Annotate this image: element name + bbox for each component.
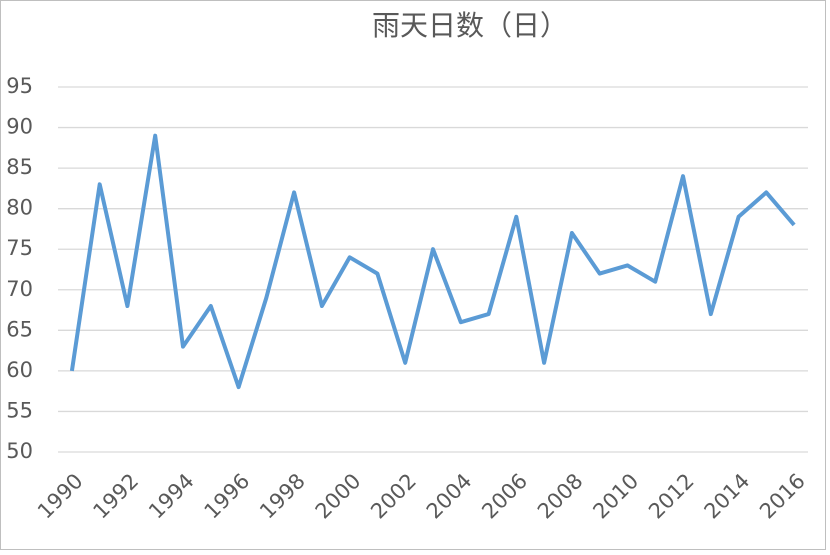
y-tick-label: 65 [6,317,33,341]
y-tick-label: 90 [6,115,33,139]
y-tick-label: 80 [6,196,33,220]
y-tick-label: 95 [6,74,33,98]
y-tick-label: 75 [6,236,33,260]
y-tick-label: 50 [6,439,33,463]
y-tick-label: 60 [6,358,33,382]
y-tick-label: 70 [6,277,33,301]
y-tick-label: 55 [6,398,33,422]
chart-title: 雨天日数（日） [372,9,568,42]
y-tick-label: 85 [6,155,33,179]
data-line [69,133,796,390]
